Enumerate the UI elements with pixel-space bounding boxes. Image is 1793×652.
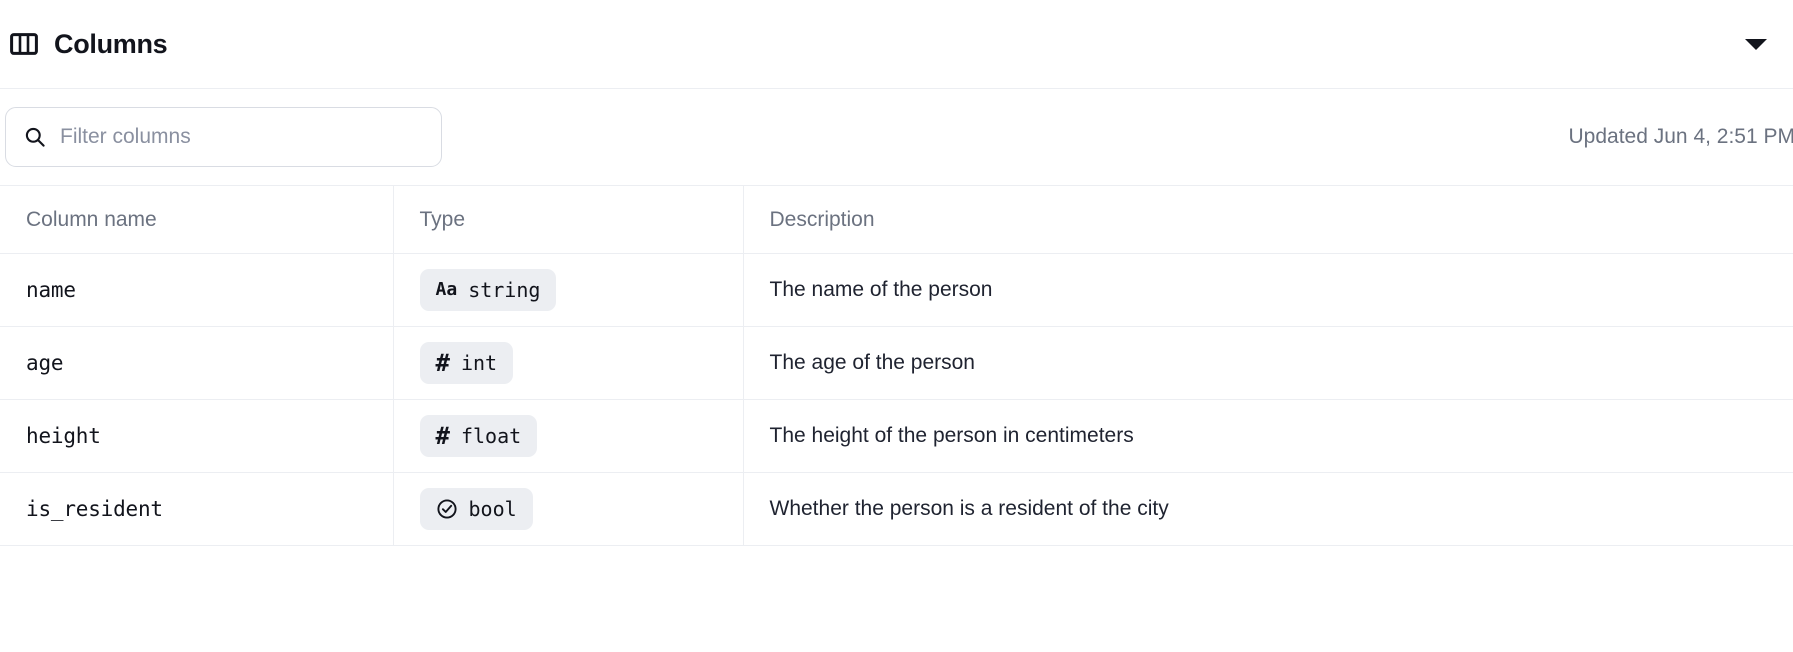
type-badge: # float: [419, 415, 538, 457]
cell-column-description: Whether the person is a resident of the …: [743, 472, 1793, 546]
cell-column-description: The name of the person: [743, 253, 1793, 327]
text-aa-icon: Aa: [435, 279, 458, 300]
columns-table: Column name Type Description name Aa strin…: [0, 185, 1793, 546]
columns-table-wrap: Column name Type Description name Aa strin…: [0, 185, 1793, 652]
column-header-description[interactable]: Description: [743, 185, 1793, 254]
cell-column-description: The height of the person in centimeters: [743, 399, 1793, 473]
column-header-name[interactable]: Column name: [0, 185, 394, 254]
table-row[interactable]: age # int The age of the person: [0, 326, 1793, 400]
collapse-panel-button[interactable]: [1739, 27, 1773, 61]
table-row[interactable]: height # float The height of the person in …: [0, 399, 1793, 473]
updated-timestamp: Updated Jun 4, 2:51 PM: [1568, 125, 1793, 148]
type-badge-label: bool: [468, 497, 517, 521]
cell-column-type: Aa string: [393, 253, 744, 327]
hash-icon: #: [435, 349, 450, 377]
toolbar: Updated Jun 4, 2:51 PM: [0, 89, 1793, 185]
table-header-row: Column name Type Description: [0, 185, 1793, 254]
columns-icon: [10, 30, 38, 58]
cell-column-type: bool: [393, 472, 744, 546]
table-row[interactable]: name Aa string The name of the person: [0, 253, 1793, 327]
cell-column-type: # float: [393, 399, 744, 473]
check-circle-icon: [436, 498, 458, 520]
panel-header: Columns: [0, 0, 1793, 89]
type-badge-label: string: [468, 278, 541, 302]
page-title: Columns: [54, 28, 168, 59]
panel-header-left: Columns: [10, 28, 168, 60]
filter-columns-box[interactable]: [5, 107, 442, 167]
table-head: Column name Type Description: [0, 185, 1793, 254]
cell-column-type: # int: [393, 326, 744, 400]
type-badge: Aa string: [419, 269, 557, 311]
search-input[interactable]: [60, 125, 423, 149]
table-body: name Aa string The name of the person age # in…: [0, 253, 1793, 546]
type-badge-label: float: [460, 424, 522, 448]
search-icon: [24, 126, 46, 148]
hash-icon: #: [435, 422, 450, 450]
cell-column-name: age: [0, 326, 394, 400]
cell-column-name: name: [0, 253, 394, 327]
cell-column-name: height: [0, 399, 394, 473]
cell-column-description: The age of the person: [743, 326, 1793, 400]
chevron-down-icon: [1745, 38, 1767, 50]
table-row[interactable]: is_resident bool Whether the person is a r…: [0, 472, 1793, 546]
cell-column-name: is_resident: [0, 472, 394, 546]
type-badge-label: int: [460, 351, 498, 375]
type-badge: # int: [419, 342, 514, 384]
type-badge: bool: [419, 488, 533, 530]
column-header-type[interactable]: Type: [393, 185, 744, 254]
